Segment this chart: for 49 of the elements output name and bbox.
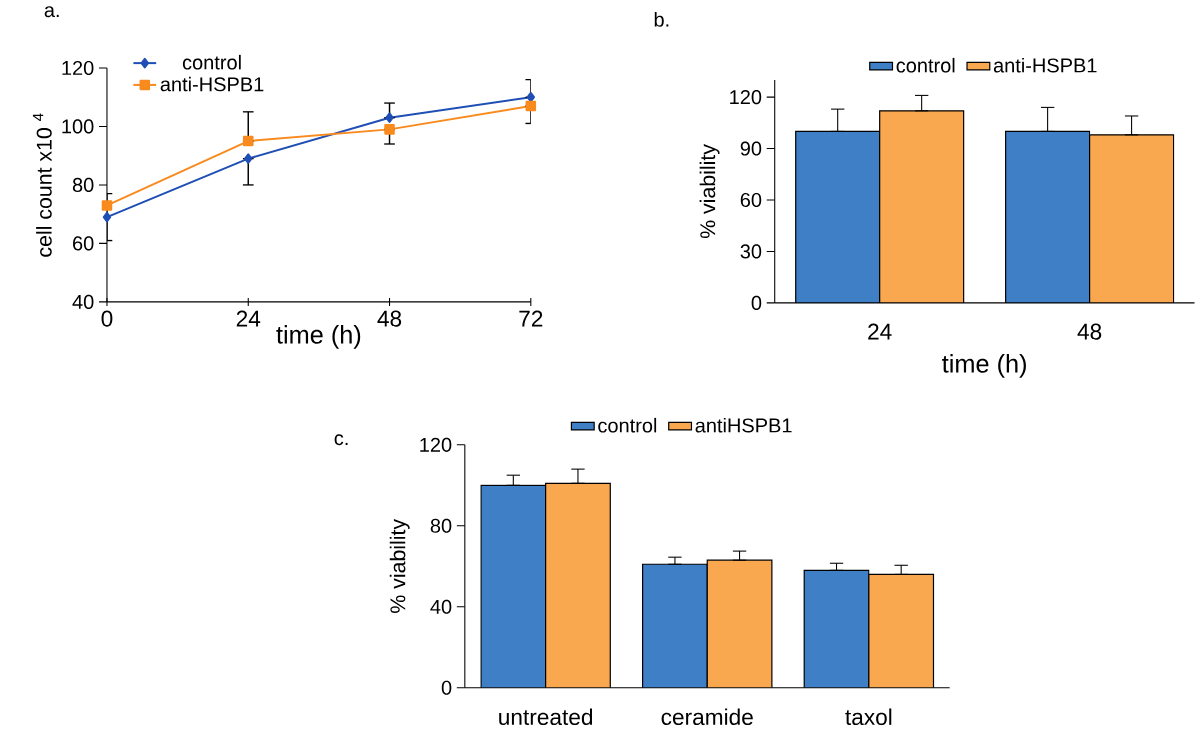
legend-label: control <box>598 418 657 433</box>
y-tick-label: 60 <box>740 193 762 208</box>
x-tick-label: 24 <box>236 310 261 327</box>
x-axis-title: time (h) <box>942 354 1026 378</box>
point <box>525 100 537 112</box>
bar <box>868 573 935 688</box>
y-tick-label: 0 <box>441 680 452 695</box>
y-tick-label: 100 <box>62 119 94 134</box>
point <box>102 211 112 223</box>
bar <box>1005 130 1091 304</box>
x-tick-label: taxol <box>845 708 892 726</box>
y-tick-label: 0 <box>751 295 762 311</box>
y-tick-label: 120 <box>62 61 94 76</box>
point <box>101 200 113 211</box>
legend-label: antiHSPB1 <box>695 418 792 433</box>
x-axis-title: time (h) <box>276 325 361 349</box>
x-tick-label: untreated <box>499 708 593 726</box>
x-tick-label: ceramide <box>661 708 753 726</box>
y-tick-label: 80 <box>72 177 94 193</box>
point <box>384 124 395 135</box>
y-tick-label: 120 <box>730 90 762 105</box>
y-tick-label: 80 <box>430 518 452 534</box>
legend-label: anti-HSPB1 <box>993 58 1097 73</box>
chart-title: a. <box>44 6 59 18</box>
point <box>385 112 394 124</box>
y-tick-label: 60 <box>73 236 94 251</box>
y-axis-title: % viability <box>389 519 410 614</box>
x-tick-label: 48 <box>377 310 402 327</box>
legend-label: control <box>182 55 241 70</box>
y-tick-label: 40 <box>72 294 94 310</box>
x-tick-label: 72 <box>519 310 543 327</box>
legend-label: control <box>896 58 955 73</box>
y-tick-label: 120 <box>420 437 452 453</box>
bar <box>545 483 611 688</box>
y-axis-title: cell count x10 $^{4}$ <box>32 113 52 257</box>
y-tick-label: 90 <box>740 141 762 156</box>
bar <box>795 131 880 304</box>
x-tick-label: 0 <box>101 310 113 327</box>
bar <box>707 560 772 688</box>
chart-title: b. <box>654 12 669 27</box>
legend-label: anti-HSPB1 <box>160 76 264 92</box>
x-tick-label: 24 <box>868 323 892 340</box>
chart-title: c. <box>334 434 348 446</box>
y-tick-label: 40 <box>430 599 452 614</box>
y-axis-title: % viability <box>699 144 720 239</box>
y-tick-label: 30 <box>740 244 762 259</box>
point <box>244 153 253 165</box>
x-tick-label: 48 <box>1077 323 1102 340</box>
point <box>242 135 254 147</box>
